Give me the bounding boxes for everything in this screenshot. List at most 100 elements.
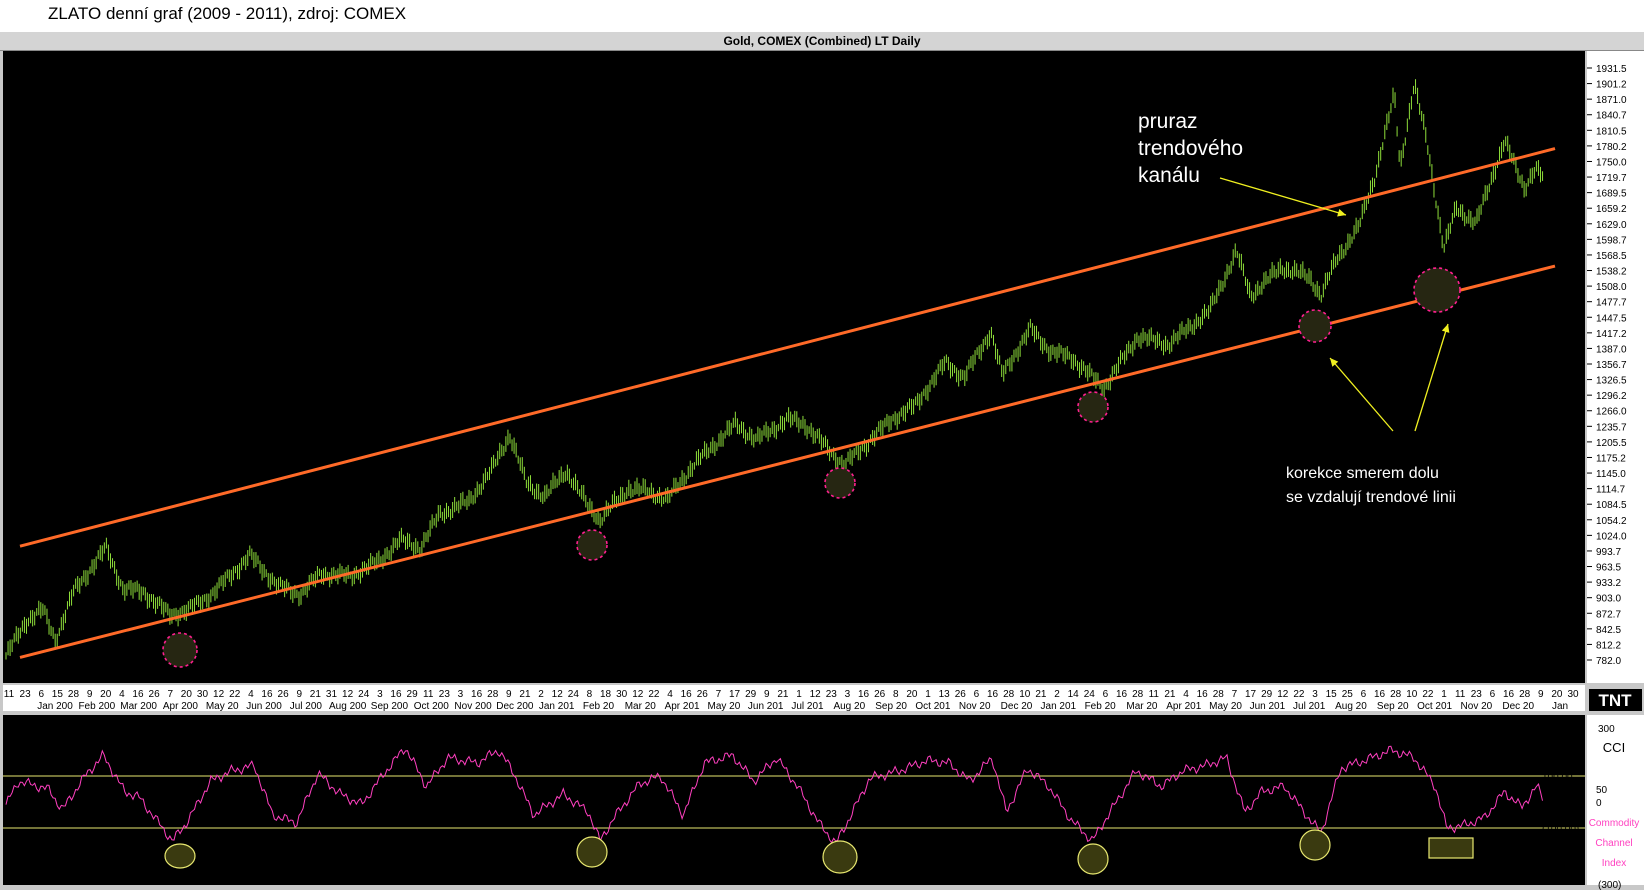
support-touch-circle — [1413, 267, 1461, 313]
cci-tick-label: (300) — [1598, 880, 1621, 890]
date-day-label: 9 — [87, 689, 93, 700]
date-day-label: 22 — [648, 689, 660, 700]
date-day-label: 7 — [1232, 689, 1238, 700]
date-day-label: 3 — [1312, 689, 1318, 700]
date-day-label: 6 — [974, 689, 980, 700]
annotation-arrow — [1329, 357, 1394, 432]
correction-label: se vzdalují trendové linii — [1286, 489, 1456, 506]
date-day-label: 11 — [4, 689, 15, 700]
date-day-label: 15 — [1326, 689, 1338, 700]
price-tick-label: 1356.7 — [1596, 360, 1627, 371]
price-tick-label: 1296.2 — [1596, 391, 1627, 402]
price-tick-label: 1901.2 — [1596, 80, 1627, 91]
cci-tick-label: 100.00 — [1542, 772, 1573, 783]
date-month-label: Jan 200 — [37, 701, 73, 712]
date-month-label: Oct 200 — [414, 701, 449, 712]
date-month-label: Jan 201 — [539, 701, 575, 712]
price-tick-label: 1659.2 — [1596, 204, 1627, 215]
date-day-label: 9 — [296, 689, 302, 700]
date-month-label: Aug 20 — [1335, 701, 1367, 712]
date-month-label: Jun 201 — [1250, 701, 1286, 712]
date-day-label: 22 — [1293, 689, 1305, 700]
date-month-label: Apr 201 — [1166, 701, 1201, 712]
price-tick-label: 1689.5 — [1596, 189, 1627, 200]
date-day-label: 11 — [423, 689, 434, 700]
price-tick-label: 1931.5 — [1596, 64, 1627, 75]
annotation-arrowhead — [1441, 324, 1450, 333]
date-day-label: 9 — [506, 689, 512, 700]
date-day-label: 10 — [1019, 689, 1031, 700]
date-day-label: 21 — [519, 689, 531, 700]
date-day-label: 7 — [167, 689, 173, 700]
price-tick-label: 1024.0 — [1596, 531, 1627, 542]
cci-oversold-circle — [164, 843, 196, 869]
price-tick-label: 1598.7 — [1596, 235, 1627, 246]
date-month-label: Dec 20 — [1502, 701, 1534, 712]
chart-header: Gold, COMEX (Combined) LT Daily — [0, 32, 1644, 51]
date-day-label: 12 — [552, 689, 564, 700]
price-tick-label: 1508.0 — [1596, 282, 1627, 293]
date-day-label: 29 — [745, 689, 757, 700]
date-month-label: Jan — [1552, 701, 1568, 712]
date-day-label: 22 — [1422, 689, 1434, 700]
date-day-label: 8 — [893, 689, 899, 700]
annotation-arrowhead — [1330, 358, 1339, 367]
highlight-marks — [162, 267, 1461, 668]
date-day-label: 6 — [1103, 689, 1109, 700]
price-tick-label: 1629.0 — [1596, 220, 1627, 231]
date-month-label: Oct 201 — [1417, 701, 1452, 712]
date-month-label: Dec 20 — [1001, 701, 1033, 712]
cci-panel — [3, 715, 1585, 885]
cci-legend-label: Commodity — [1589, 818, 1640, 829]
date-day-label: 14 — [1068, 689, 1080, 700]
price-tick-label: 1477.7 — [1596, 298, 1627, 309]
cci-oversold-box — [1428, 837, 1474, 859]
date-day-label: 22 — [229, 689, 241, 700]
date-day-label: 15 — [52, 689, 64, 700]
date-day-label: 28 — [68, 689, 80, 700]
date-month-label: Apr 201 — [665, 701, 700, 712]
cci-title: CCI — [1603, 740, 1625, 755]
support-touch-circle — [162, 632, 198, 668]
price-panel — [3, 51, 1585, 683]
tnt-logo-icon: TNT — [1589, 689, 1642, 711]
date-day-label: 16 — [261, 689, 273, 700]
date-month-label: Mar 20 — [625, 701, 657, 712]
date-day-label: 18 — [600, 689, 612, 700]
date-day-label: 28 — [1003, 689, 1015, 700]
date-day-label: 2 — [538, 689, 544, 700]
annotations: pruraz trendového kanálu korekce smerem dol… — [1138, 110, 1456, 506]
cci-axis-panel — [1587, 715, 1644, 885]
price-axis: 1931.5 1901.2 1871.0 1840.7 1810.5 1780.2 1750… — [1587, 64, 1627, 667]
date-day-label: 12 — [1277, 689, 1289, 700]
date-day-label: 21 — [777, 689, 789, 700]
price-tick-label: 1780.2 — [1596, 142, 1627, 153]
date-day-label: 6 — [1490, 689, 1496, 700]
date-day-label: 21 — [1164, 689, 1176, 700]
date-month-label: Mar 20 — [1126, 701, 1158, 712]
date-day-label: 20 — [906, 689, 918, 700]
date-month-label: Aug 20 — [833, 701, 865, 712]
date-day-label: 6 — [38, 689, 44, 700]
date-day-label: 4 — [248, 689, 254, 700]
date-month-label: Oct 201 — [915, 701, 950, 712]
date-day-label: 10 — [1406, 689, 1418, 700]
date-day-label: 23 — [1471, 689, 1483, 700]
date-day-label: 6 — [1361, 689, 1367, 700]
date-day-label: 17 — [1245, 689, 1257, 700]
date-day-label: 12 — [342, 689, 354, 700]
date-day-label: 26 — [278, 689, 290, 700]
date-axis: 11 23 6 15 28 9 20 4 16 26 7 20 30 12 22 4 16 26 9 21 31 12 24… — [4, 689, 1579, 712]
channel-upper-line — [19, 147, 1556, 548]
date-day-label: 21 — [310, 689, 322, 700]
date-day-label: 26 — [697, 689, 709, 700]
date-day-label: 4 — [119, 689, 125, 700]
date-month-label: Sep 20 — [1377, 701, 1409, 712]
date-day-label: 16 — [681, 689, 693, 700]
date-day-label: 20 — [181, 689, 193, 700]
tnt-logo-text: TNT — [1598, 691, 1632, 710]
breakout-label: pruraz — [1138, 110, 1198, 133]
support-touch-circle — [1298, 309, 1332, 343]
date-day-label: 31 — [326, 689, 338, 700]
date-day-label: 12 — [213, 689, 225, 700]
